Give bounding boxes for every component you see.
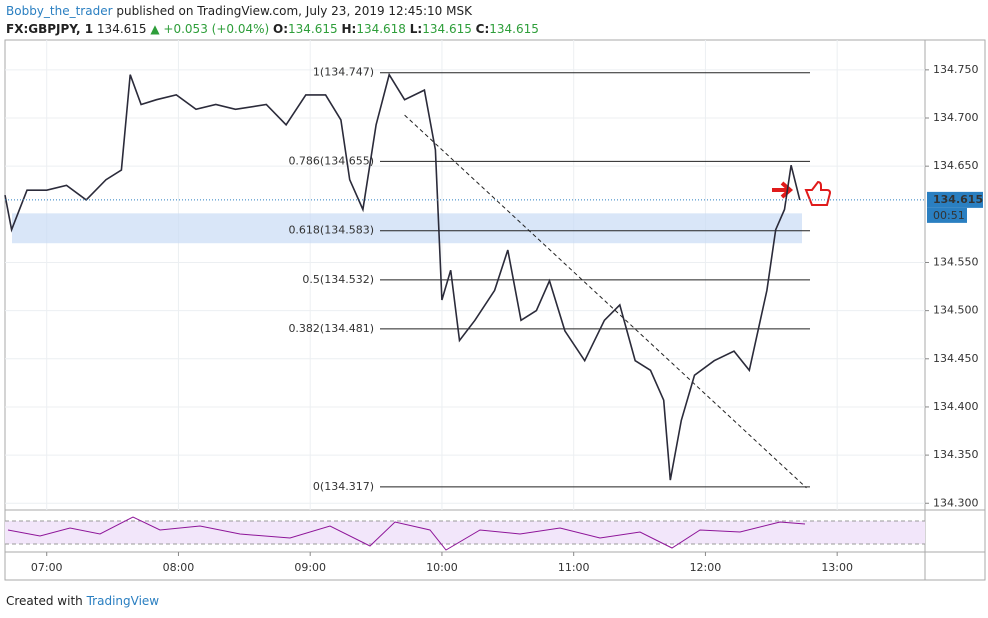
author[interactable]: Bobby_the_trader (6, 4, 113, 18)
change: ▲ +0.053 (+0.04%) (150, 22, 270, 36)
footer: Created with TradingView (6, 594, 159, 608)
close: 134.615 (489, 22, 539, 36)
countdown: 00:51 (933, 209, 965, 222)
o-label: O: (273, 22, 289, 36)
x-tick-label: 08:00 (163, 561, 195, 574)
rsi-line (7, 516, 806, 551)
y-tick-label: 134.400 (933, 400, 979, 413)
frame (4, 39, 986, 581)
c-label: C: (475, 22, 490, 36)
trendline (404, 114, 807, 489)
chart: 134.300 134.350 134.400 134.450 134.500 134.5… (4, 39, 986, 581)
x-tick-label: 11:00 (558, 561, 590, 574)
x-tick-label: 09:00 (294, 561, 326, 574)
last-price-tag (927, 191, 983, 208)
price-line (4, 72, 801, 481)
low: 134.615 (422, 22, 472, 36)
y-tick-label: 134.550 (933, 255, 979, 268)
fib-label: 0.5(134.532) (302, 273, 374, 286)
support-zone (12, 213, 802, 244)
created: Created with (6, 594, 83, 608)
fib-label: 0(134.317) (313, 480, 374, 493)
header-line: Bobby_the_trader published on TradingVie… (6, 4, 472, 18)
thumb-icon (804, 180, 832, 206)
l-label: L: (409, 22, 423, 36)
open: 134.615 (288, 22, 338, 36)
price: 134.615 (96, 22, 147, 36)
y-tick-label: 134.350 (933, 448, 979, 461)
header-line: FX:GBPJPY, 1 134.615 ▲ +0.053 (+0.04%) O… (6, 22, 539, 36)
fib-label: 1(134.747) (313, 66, 374, 79)
x-tick-label: 12:00 (690, 561, 722, 574)
brand[interactable]: TradingView (86, 594, 160, 608)
fib-label: 0.382(134.481) (288, 322, 374, 335)
high: 134.618 (356, 22, 406, 36)
y-tick-label: 134.450 (933, 352, 979, 365)
x-tick-label: 10:00 (426, 561, 458, 574)
y-tick-label: 134.750 (933, 63, 979, 76)
published: published on TradingView.com, July 23, 2… (116, 4, 472, 18)
symbol: FX:GBPJPY, 1 (6, 22, 94, 36)
fib-label: 0.618(134.583) (288, 224, 374, 237)
fib-label: 0.786(134.655) (288, 154, 374, 167)
x-tick-label: 13:00 (821, 561, 853, 574)
last-price: 134.615 (933, 193, 983, 206)
h-label: H: (341, 22, 357, 36)
y-tick-label: 134.650 (933, 159, 979, 172)
countdown-tag (927, 207, 967, 223)
y-tick-label: 134.500 (933, 304, 979, 317)
rsi-band (5, 521, 925, 544)
x-tick-label: 07:00 (31, 561, 63, 574)
y-tick-label: 134.300 (933, 496, 979, 509)
y-tick-label: 134.700 (933, 111, 979, 124)
